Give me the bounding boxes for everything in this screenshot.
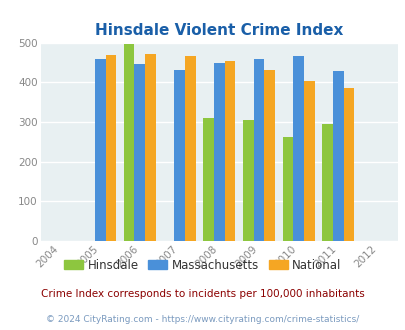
Bar <box>282 137 292 241</box>
Text: © 2024 CityRating.com - https://www.cityrating.com/crime-statistics/: © 2024 CityRating.com - https://www.city… <box>46 315 359 324</box>
Title: Hinsdale Violent Crime Index: Hinsdale Violent Crime Index <box>95 22 343 38</box>
Bar <box>184 56 195 241</box>
Legend: Hinsdale, Massachusetts, National: Hinsdale, Massachusetts, National <box>61 255 344 275</box>
Bar <box>264 70 274 241</box>
Bar <box>253 59 264 241</box>
Bar <box>94 59 105 241</box>
Bar <box>322 124 332 241</box>
Bar <box>343 88 354 241</box>
Bar <box>292 56 303 241</box>
Bar <box>105 55 116 241</box>
Bar <box>174 70 184 241</box>
Bar <box>213 63 224 241</box>
Bar <box>134 64 145 241</box>
Text: Crime Index corresponds to incidents per 100,000 inhabitants: Crime Index corresponds to incidents per… <box>41 289 364 299</box>
Bar <box>242 120 253 241</box>
Bar <box>224 61 235 241</box>
Bar <box>202 118 213 241</box>
Bar <box>124 44 134 241</box>
Bar <box>303 81 314 241</box>
Bar <box>332 71 343 241</box>
Bar <box>145 53 156 241</box>
